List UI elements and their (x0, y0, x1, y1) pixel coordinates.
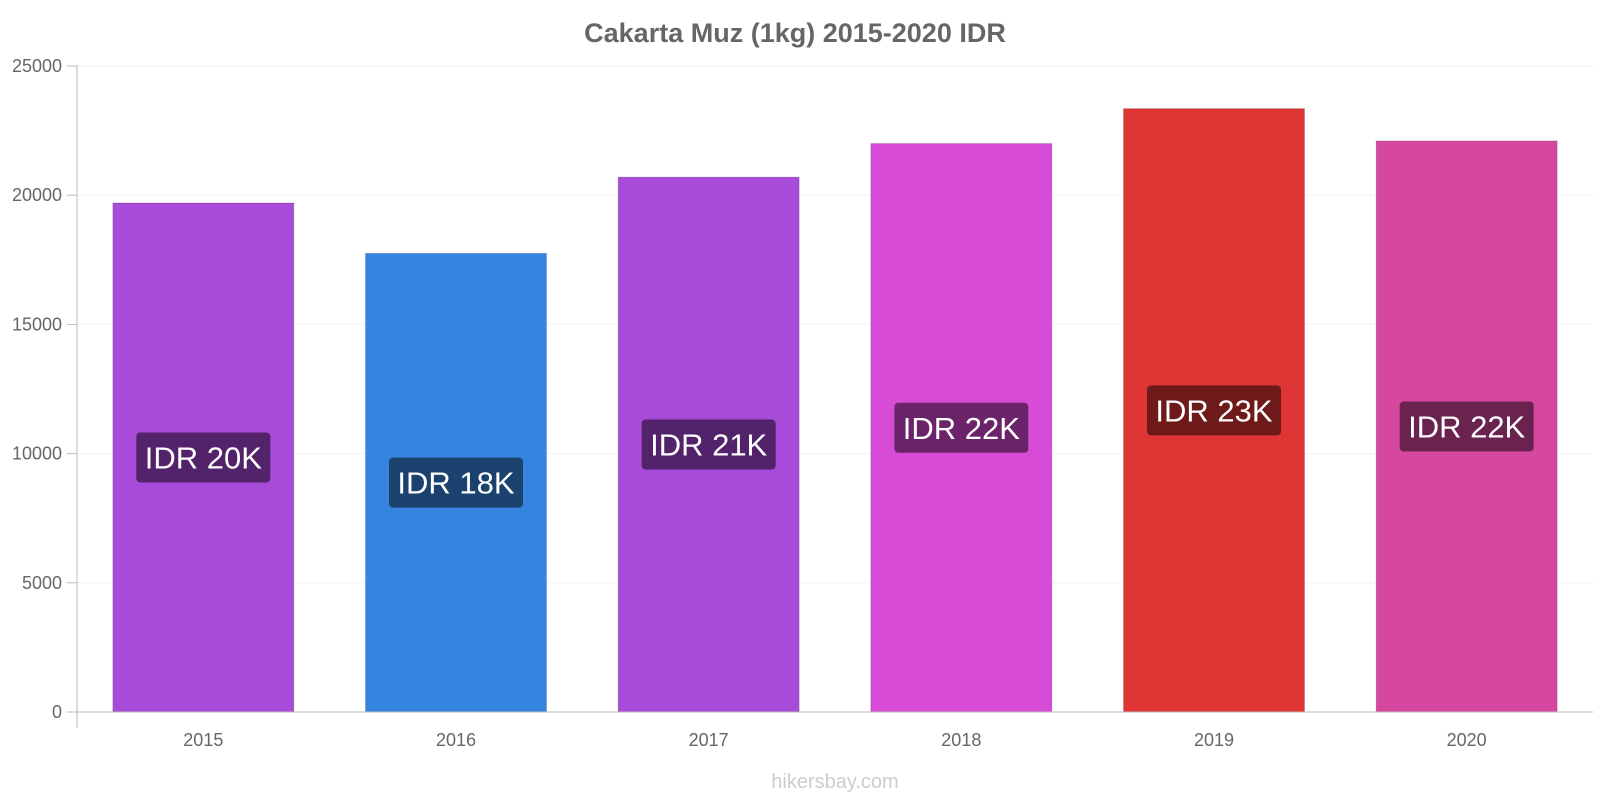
source-watermark: hikersbay.com (771, 771, 898, 793)
data-label-2020: IDR 22K (1408, 409, 1525, 444)
x-tick-label-2019: 2019 (1194, 730, 1234, 750)
y-tick-label: 15000 (12, 314, 62, 334)
data-label-2018: IDR 22K (903, 411, 1020, 446)
data-label-bg-2020 (1399, 401, 1534, 452)
bars (112, 108, 1558, 713)
data-label-2019: IDR 23K (1155, 393, 1272, 428)
data-label-bg-2017 (641, 419, 776, 470)
data-label-bg-2019 (1147, 385, 1281, 436)
y-tick-label: 10000 (12, 444, 62, 464)
y-axis-ticks: 0 5000 10000 15000 20000 25000 (12, 56, 77, 722)
y-tick-label: 0 (52, 702, 62, 722)
y-tick-label: 25000 (12, 56, 62, 76)
x-tick-label-2015: 2015 (183, 730, 223, 750)
x-tick-label-2017: 2017 (689, 730, 729, 750)
chart-title: Cakarta Muz (1kg) 2015-2020 IDR (584, 18, 1006, 48)
x-tick-label-2020: 2020 (1447, 730, 1487, 750)
gridlines (77, 65, 1593, 584)
data-label-2017: IDR 21K (650, 428, 767, 463)
data-labels: IDR 20K IDR 18K IDR 21K IDR 22K IDR 23K IDR 2… (136, 385, 1534, 508)
x-tick-label-2018: 2018 (941, 730, 981, 750)
data-label-bg-2016 (389, 457, 523, 508)
y-tick-label: 5000 (22, 573, 62, 593)
y-tick-label: 20000 (12, 185, 62, 205)
data-label-bg-2018 (894, 402, 1029, 453)
x-tick-label-2016: 2016 (436, 730, 476, 750)
data-label-bg-2015 (136, 432, 271, 483)
data-label-2015: IDR 20K (145, 440, 262, 475)
data-label-2016: IDR 18K (397, 466, 514, 501)
x-axis-ticks: 2015 2016 2017 2018 2019 2020 (183, 730, 1486, 750)
